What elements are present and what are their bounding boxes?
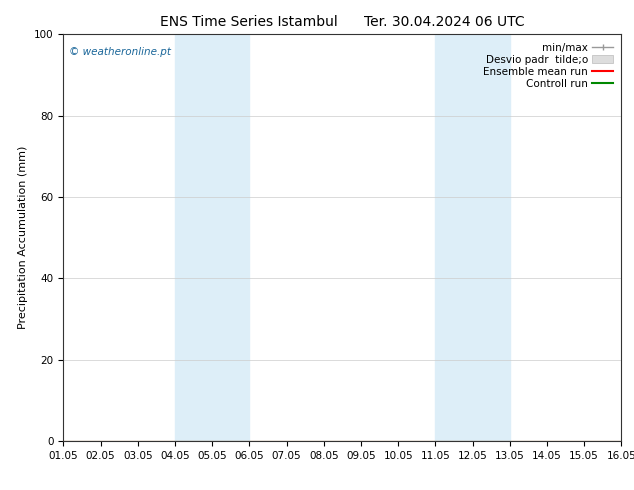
Y-axis label: Precipitation Accumulation (mm): Precipitation Accumulation (mm) [18,146,29,329]
Title: ENS Time Series Istambul      Ter. 30.04.2024 06 UTC: ENS Time Series Istambul Ter. 30.04.2024… [160,15,525,29]
Bar [436,34,510,441]
Legend: min/max, Desvio padr  tilde;o, Ensemble mean run, Controll run: min/max, Desvio padr tilde;o, Ensemble m… [480,40,616,92]
Text: © weatheronline.pt: © weatheronline.pt [69,47,171,56]
Bar [175,34,249,441]
